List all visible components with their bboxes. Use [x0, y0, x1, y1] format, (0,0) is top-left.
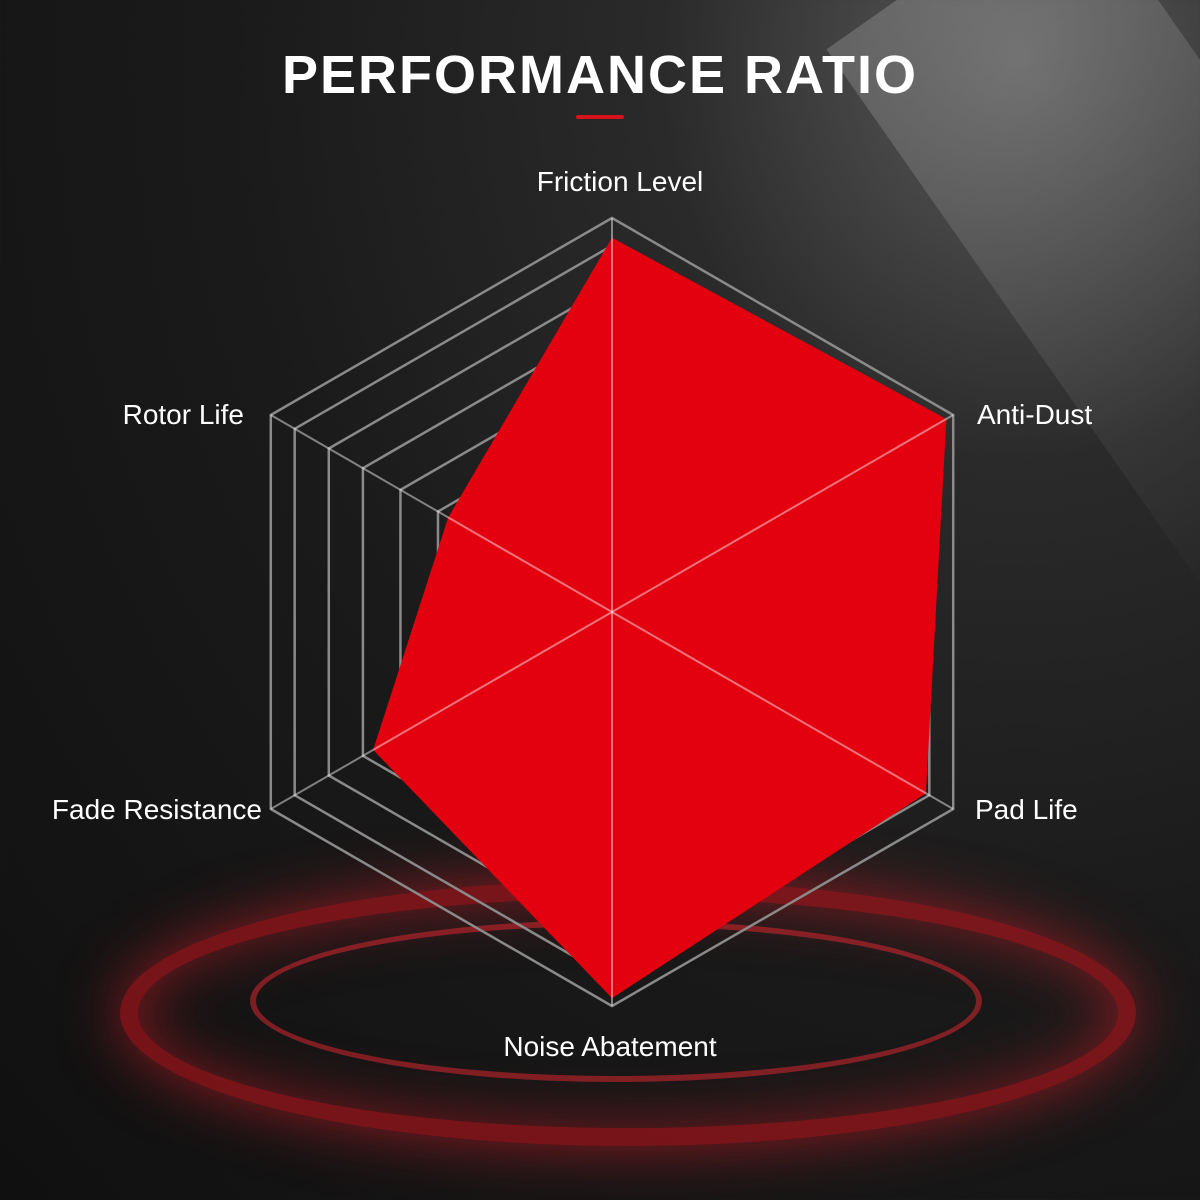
axis-label-4: Fade Resistance: [52, 794, 262, 825]
axis-label-0: Friction Level: [537, 166, 704, 197]
axis-label-2: Pad Life: [975, 794, 1078, 825]
data-polygon: [373, 237, 947, 999]
axis-line-4: [270, 611, 613, 810]
title-underline: [576, 115, 624, 119]
axis-label-1: Anti-Dust: [977, 399, 1092, 430]
chart-title: PERFORMANCE RATIO: [282, 45, 918, 105]
axis-label-5: Rotor Life: [123, 399, 244, 430]
axis-line-1: [611, 414, 954, 613]
axis-line-2: [611, 611, 954, 810]
axis-line-5: [270, 414, 613, 613]
grid-ring-5: [269, 216, 955, 1008]
axis-label-3: Noise Abatement: [503, 1031, 716, 1062]
